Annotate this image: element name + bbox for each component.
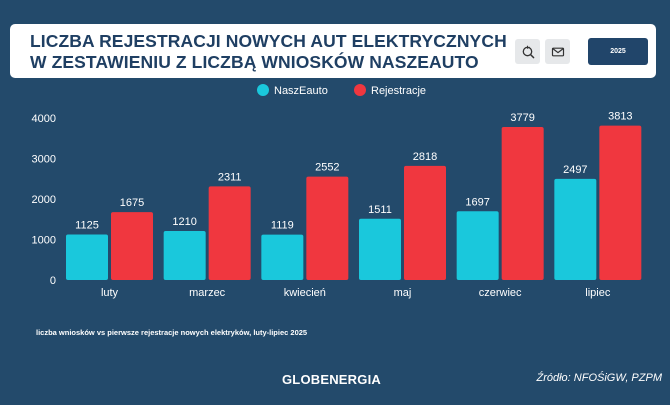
data-label-rejestracje-3: 2818 [413,151,437,163]
data-label-naszeauto-1: 1210 [172,216,196,228]
bar-naszeauto-0 [66,234,108,280]
x-tick-label: marzec [189,287,226,299]
x-tick-label: czerwiec [479,287,522,299]
legend-label-rejestracje: Rejestracje [371,85,426,97]
x-tick-label: luty [101,287,119,299]
refresh-search-button[interactable] [515,39,540,64]
bar-naszeauto-4 [456,211,499,280]
x-tick-label: lipiec [585,287,611,299]
bar-rejestracje-1 [208,186,251,280]
y-tick-label: 4000 [32,113,56,125]
y-tick-label: 0 [50,275,56,287]
bar-naszeauto-5 [554,178,597,280]
data-label-rejestracje-1: 2311 [218,171,242,183]
x-tick-label: kwiecień [284,287,326,299]
bar-naszeauto-3 [359,218,401,280]
bar-naszeauto-1 [163,230,206,280]
data-label-naszeauto-3: 1511 [368,204,392,216]
legend-marker-naszeauto [257,84,269,96]
title-line-1: LICZBA REJESTRACJI NOWYCH AUT ELEKTRYCZN… [30,31,507,51]
data-label-rejestracje-5: 3813 [608,111,632,123]
bar-rejestracje-4 [501,126,544,280]
bar-rejestracje-3 [404,165,446,280]
mail-button[interactable] [545,39,570,64]
data-label-naszeauto-2: 1119 [271,220,294,232]
source-note: Źródło: NFOŚiGW, PZPM [536,372,663,384]
data-label-naszeauto-0: 1125 [75,219,99,231]
refresh-search-icon [522,45,534,58]
y-tick-label: 1000 [32,235,56,247]
chart-caption: liczba wniosków vs pierwsze rejestracje … [36,328,308,337]
bar-rejestracje-0 [111,212,153,280]
bar-rejestracje-2 [306,176,349,280]
data-label-rejestracje-2: 2552 [315,162,339,174]
chart-title: LICZBA REJESTRACJI NOWYCH AUT ELEKTRYCZN… [30,31,507,73]
brand-logo: GLOBENERGIA [282,372,381,387]
mail-icon [551,47,564,56]
x-tick-label: maj [394,287,412,299]
data-label-naszeauto-5: 2497 [563,164,587,176]
data-label-rejestracje-4: 3779 [510,112,534,124]
legend-label-naszeauto: NaszEauto [274,85,328,97]
y-tick-label: 2000 [32,194,56,206]
bar-rejestracje-5 [599,125,642,280]
data-label-rejestracje-0: 1675 [120,197,144,209]
data-label-naszeauto-4: 1697 [465,196,489,208]
bar-chart: NaszEauto Rejestracje 0 1000 2000 3000 4000 112… [32,84,642,299]
legend-marker-rejestracje [354,84,366,96]
title-line-2: W ZESTAWIENIU Z LICZBĄ WNIOSKÓW NASZEAUT… [30,52,479,72]
y-tick-label: 3000 [32,154,56,166]
bar-naszeauto-2 [261,234,304,280]
year-button[interactable]: 2025 [588,38,648,65]
header-card: LICZBA REJESTRACJI NOWYCH AUT ELEKTRYCZN… [10,24,656,78]
